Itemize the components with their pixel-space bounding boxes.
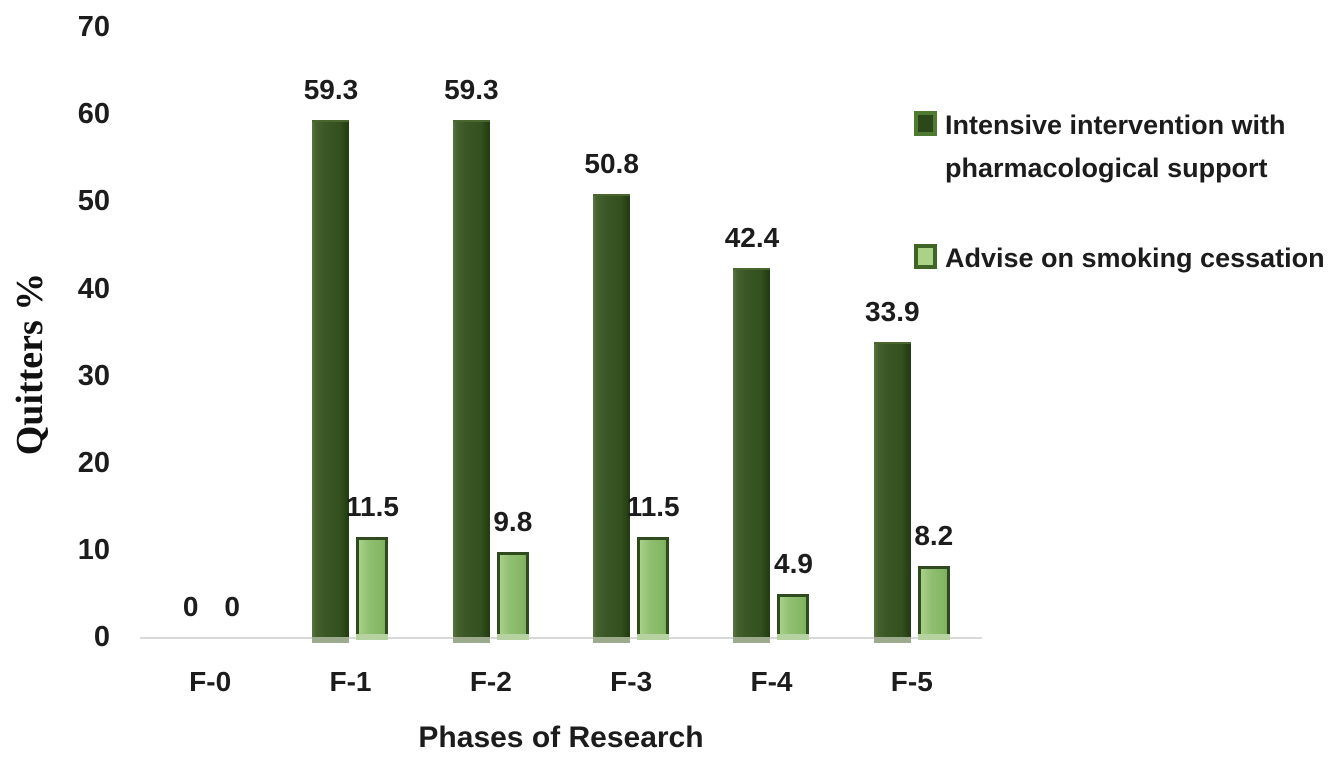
legend-swatch-dark-green-icon: [914, 111, 937, 136]
bar-intensive-f4: [733, 268, 771, 643]
bar-slot: 9.8: [493, 27, 532, 640]
y-tick-40: 40: [77, 273, 110, 305]
legend-swatch-light-green-icon: [914, 244, 937, 269]
data-label: 11.5: [346, 491, 399, 522]
data-label: 4.9: [774, 548, 813, 579]
plot-area: 0 0 59.3 11.5 59.3 9.8: [140, 27, 982, 643]
y-tick-60: 60: [77, 98, 110, 130]
x-tick-f3: F-3: [610, 666, 653, 697]
bar-advise-f3: [637, 537, 670, 640]
category-group-f2: 59.3 9.8: [421, 27, 561, 643]
bar-slot: 11.5: [627, 27, 680, 640]
category-group-f5: 33.9 8.2: [842, 27, 982, 643]
bar-slot: 42.4: [725, 27, 779, 643]
bar-slot: 8.2: [914, 27, 953, 640]
bar-intensive-f2: [452, 120, 490, 643]
legend-item-advise: Advise on smoking cessation: [914, 237, 1339, 280]
bar-slot: 11.5: [346, 27, 399, 640]
y-tick-0: 0: [93, 621, 110, 653]
data-label: 59.3: [444, 74, 499, 105]
bar-slot: 4.9: [774, 27, 813, 640]
bar-intensive-f3: [593, 194, 631, 643]
y-axis-tick-labels: 70 60 50 40 30 20 10 0: [0, 0, 110, 778]
bar-slot: 59.3: [304, 27, 358, 643]
data-label: 50.8: [584, 148, 639, 179]
bar-slot: 33.9: [865, 27, 920, 643]
x-axis-tick-labels: F-0 F-1 F-2 F-3 F-4 F-5: [140, 666, 982, 698]
legend-label: Intensive intervention with pharmacologi…: [945, 110, 1286, 183]
x-axis-title: Phases of Research: [418, 721, 704, 754]
y-tick-20: 20: [77, 447, 110, 479]
data-label: 8.2: [914, 520, 954, 551]
bar-intensive-f5: [873, 342, 911, 643]
y-tick-10: 10: [77, 534, 110, 566]
data-label: 42.4: [724, 222, 780, 253]
data-label: 9.8: [493, 506, 533, 537]
y-tick-50: 50: [77, 185, 110, 217]
y-tick-30: 30: [77, 360, 110, 392]
legend-label: Advise on smoking cessation: [945, 243, 1325, 273]
data-label: 11.5: [626, 491, 680, 522]
category-group-f3: 50.8 11.5: [561, 27, 701, 643]
bar-advise-f4: [777, 594, 810, 640]
x-tick-f2: F-2: [469, 666, 512, 697]
x-tick-f4: F-4: [750, 666, 793, 697]
bar-advise-f1: [356, 537, 389, 640]
bar-advise-f5: [917, 566, 950, 640]
bar-slot: 0: [216, 27, 248, 637]
bar-intensive-f1: [312, 120, 350, 643]
legend: Intensive intervention with pharmacologi…: [914, 104, 1339, 327]
category-group-f0: 0 0: [140, 27, 280, 637]
legend-item-intensive: Intensive intervention with pharmacologi…: [914, 104, 1339, 190]
x-tick-f5: F-5: [890, 666, 933, 697]
x-tick-f1: F-1: [329, 666, 372, 697]
data-label: 0: [182, 591, 199, 622]
bar-advise-f2: [496, 552, 529, 640]
category-group-f1: 59.3 11.5: [280, 27, 420, 643]
data-label: 33.9: [865, 296, 920, 327]
data-label: 0: [224, 591, 240, 622]
y-tick-70: 70: [77, 11, 110, 43]
bar-slot: 0: [172, 27, 209, 637]
x-tick-f0: F-0: [189, 666, 232, 697]
category-group-f4: 42.4 4.9: [701, 27, 841, 643]
data-label: 59.3: [303, 74, 359, 105]
bar-slot: 59.3: [444, 27, 499, 643]
bar-slot: 50.8: [584, 27, 639, 643]
